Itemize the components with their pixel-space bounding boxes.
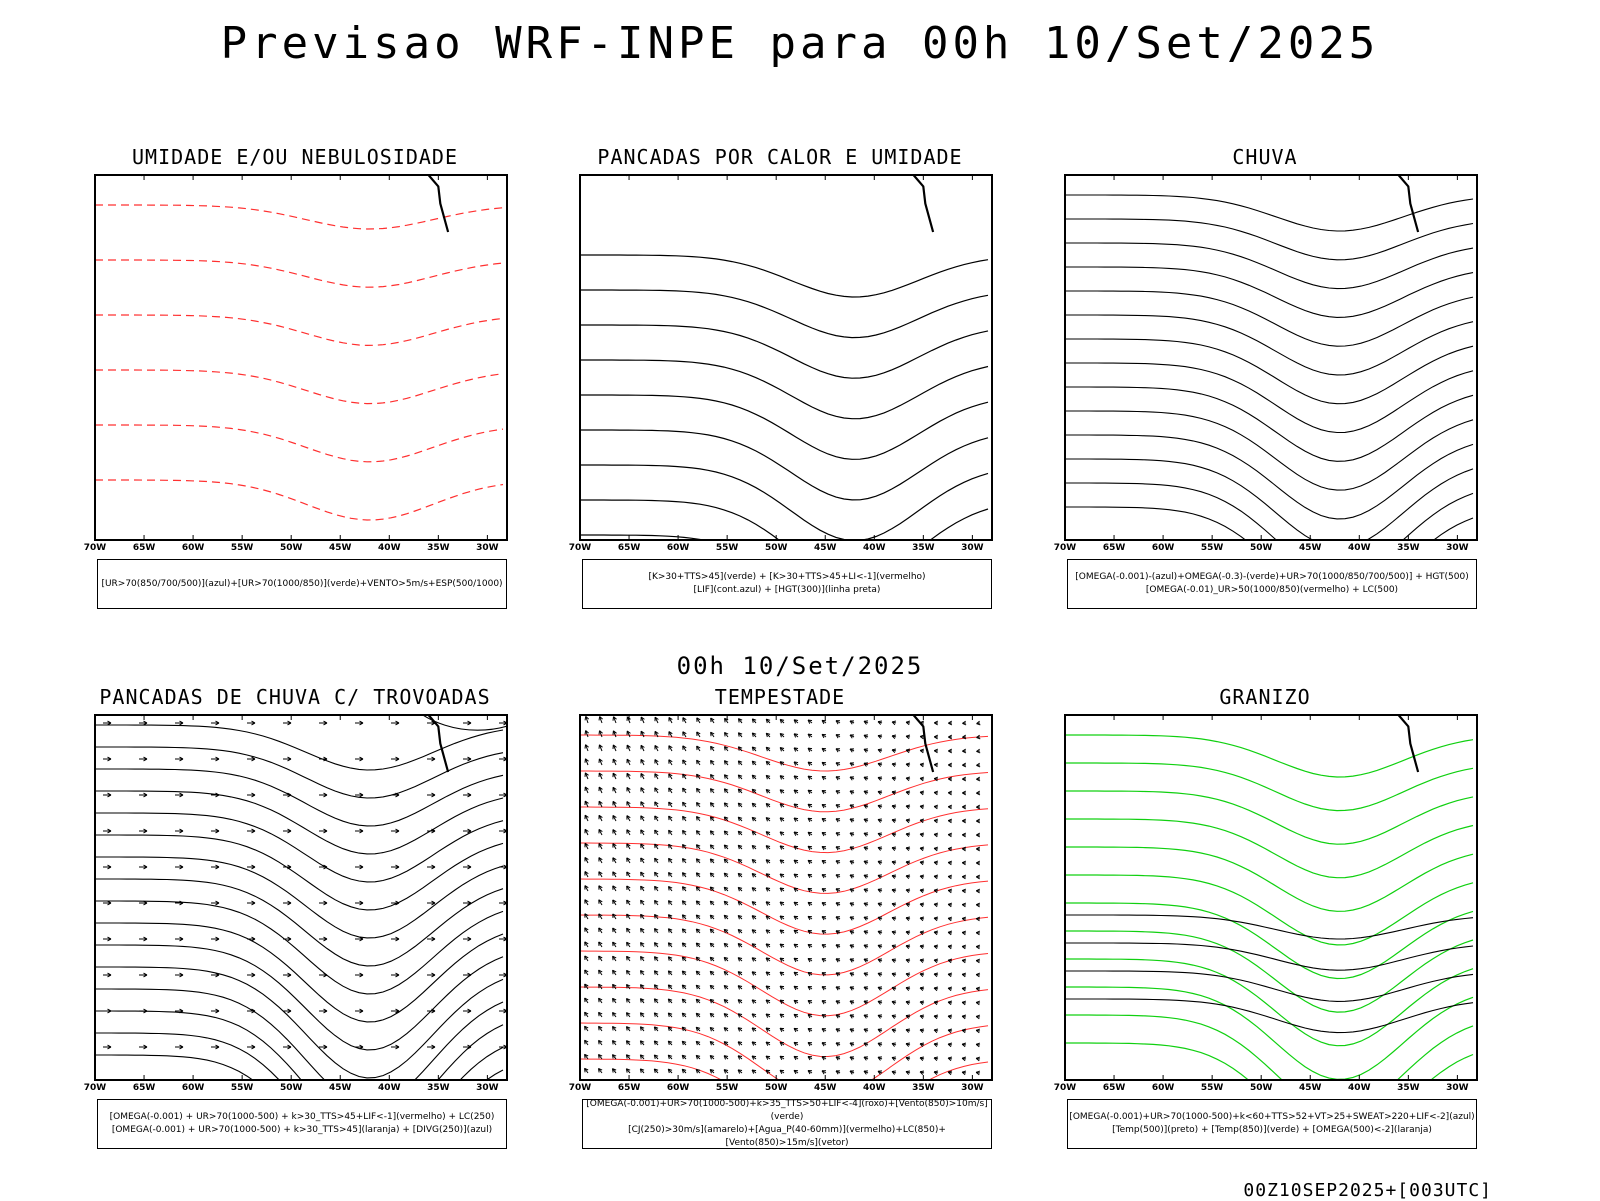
lon-label: 60W [667, 543, 690, 553]
panel-title: UMIDADE E/OU NEBULOSIDADE [70, 145, 520, 169]
lon-label: 60W [1152, 543, 1175, 553]
lon-label: 35W [1397, 1083, 1420, 1093]
lon-label: 55W [1201, 1083, 1224, 1093]
legend-caption-line: [UR>70(850/700/500)](azul)+[UR>70(1000/8… [98, 578, 506, 591]
panel-title: CHUVA [1040, 145, 1490, 169]
lon-label: 50W [280, 1083, 303, 1093]
panel-tempestade: TEMPESTADE12S15S18S21S24S27S30S33S36S39S… [555, 685, 1055, 1165]
lon-label: 50W [765, 1083, 788, 1093]
legend-caption-line: [OMEGA(-0.001) + UR>70(1000-500) + k>30_… [98, 1111, 506, 1124]
lon-label: 60W [1152, 1083, 1175, 1093]
lon-label: 45W [329, 1083, 352, 1093]
lon-label: 35W [427, 1083, 450, 1093]
panel-title: TEMPESTADE [555, 685, 1005, 709]
lon-label: 40W [378, 543, 401, 553]
lon-label: 55W [716, 1083, 739, 1093]
lon-label: 60W [182, 1083, 205, 1093]
legend-caption-line: [LIF](cont.azul) + [HGT(300)](linha pret… [583, 584, 991, 597]
lon-label: 40W [378, 1083, 401, 1093]
lon-label: 70W [569, 543, 592, 553]
lon-label: 70W [1054, 1083, 1077, 1093]
lon-label: 45W [1299, 1083, 1322, 1093]
lon-label: 35W [912, 543, 935, 553]
map-background [95, 175, 507, 540]
lon-label: 45W [814, 1083, 837, 1093]
map-svg: 12S15S18S21S24S27S30S33S36S39S42S70W65W6… [70, 713, 520, 1098]
legend-caption: [K>30+TTS>45](verde) + [K>30+TTS>45+LI<-… [582, 559, 992, 609]
lon-label: 50W [1250, 543, 1273, 553]
panel-chuva: CHUVA 58858257657056455855257657056412S15… [1040, 145, 1540, 625]
lon-label: 65W [618, 543, 641, 553]
lon-label: 30W [961, 1083, 984, 1093]
lon-label: 70W [84, 543, 107, 553]
lon-label: 70W [569, 1083, 592, 1093]
lon-label: 45W [329, 543, 352, 553]
map-svg: -18-18-21-18-1212S15S18S21S24S27S30S33S3… [1040, 713, 1490, 1098]
lon-label: 40W [1348, 1083, 1371, 1093]
lon-label: 65W [1103, 543, 1126, 553]
map-background [580, 175, 992, 540]
map-background [580, 715, 992, 1080]
legend-caption: [UR>70(850/700/500)](azul)+[UR>70(1000/8… [97, 559, 507, 609]
lon-label: 45W [1299, 543, 1322, 553]
lon-label: 55W [231, 1083, 254, 1093]
legend-caption-line: [Temp(500)](preto) + [Temp(850)](verde) … [1068, 1124, 1476, 1137]
lon-label: 60W [667, 1083, 690, 1093]
lon-label: 65W [133, 543, 156, 553]
lon-label: 30W [1446, 543, 1469, 553]
panel-umidade: UMIDADE E/OU NEBULOSIDADE 101610201016102… [70, 145, 570, 625]
panel-title: GRANIZO [1040, 685, 1490, 709]
map-svg: 12S15S18S21S24S27S30S33S36S39S42S70W65W6… [555, 713, 1005, 1098]
lon-label: 35W [912, 1083, 935, 1093]
legend-caption-line: [OMEGA(-0.001)+UR>70(1000-500)+k>35_TTS>… [583, 1098, 991, 1124]
lon-label: 55W [1201, 543, 1224, 553]
lon-label: 30W [1446, 1083, 1469, 1093]
legend-caption: [OMEGA(-0.001) + UR>70(1000-500) + k>30_… [97, 1099, 507, 1149]
lon-label: 65W [1103, 1083, 1126, 1093]
lon-label: 40W [863, 543, 886, 553]
legend-caption: [OMEGA(-0.001)+UR>70(1000-500)+k>35_TTS>… [582, 1099, 992, 1149]
map-background [1065, 715, 1477, 1080]
lon-label: 30W [476, 543, 499, 553]
lon-label: 40W [1348, 543, 1371, 553]
run-id-footer: 00Z10SEP2025+[003UTC] [1243, 1180, 1492, 1201]
lon-label: 55W [231, 543, 254, 553]
legend-caption-line: [K>30+TTS>45](verde) + [K>30+TTS>45+LI<-… [583, 571, 991, 584]
lon-label: 50W [1250, 1083, 1273, 1093]
panel-pancadas-calor: PANCADAS POR CALOR E UMIDADE 960095209440… [555, 145, 1055, 625]
legend-caption: [OMEGA(-0.001)+UR>70(1000-500)+k<60+TTS>… [1067, 1099, 1477, 1149]
legend-caption: [OMEGA(-0.001)-(azul)+OMEGA(-0.3)-(verde… [1067, 559, 1477, 609]
lon-label: 60W [182, 543, 205, 553]
lon-label: 30W [961, 543, 984, 553]
legend-caption-line: [OMEGA(-0.001)+UR>70(1000-500)+k<60+TTS>… [1068, 1111, 1476, 1124]
panel-granizo: GRANIZO -18-18-21-18-1212S15S18S21S24S27S… [1040, 685, 1540, 1165]
lon-label: 70W [84, 1083, 107, 1093]
panel-title: PANCADAS DE CHUVA C/ TROVOADAS [70, 685, 520, 709]
panel-trovoadas: PANCADAS DE CHUVA C/ TROVOADAS12S15S18S2… [70, 685, 570, 1165]
legend-caption-line: [CJ(250)>30m/s](amarelo)+[Agua_P(40-60mm… [583, 1124, 991, 1150]
map-background [1065, 175, 1477, 540]
lon-label: 40W [863, 1083, 886, 1093]
lon-label: 30W [476, 1083, 499, 1093]
map-svg: 1016102010161020101610121008100410009969… [70, 173, 520, 558]
lon-label: 65W [618, 1083, 641, 1093]
lon-label: 35W [1397, 543, 1420, 553]
legend-caption-line: [OMEGA(-0.001)-(azul)+OMEGA(-0.3)-(verde… [1068, 571, 1476, 584]
main-title: Previsao WRF-INPE para 00h 10/Set/2025 [0, 18, 1600, 69]
lon-label: 65W [133, 1083, 156, 1093]
lon-label: 45W [814, 543, 837, 553]
map-svg: 9600952094409360928092009120952094409360… [555, 173, 1005, 558]
legend-caption-line: [OMEGA(-0.01)_UR>50(1000/850)(vermelho) … [1068, 584, 1476, 597]
lon-label: 35W [427, 543, 450, 553]
panel-title: PANCADAS POR CALOR E UMIDADE [555, 145, 1005, 169]
lon-label: 50W [280, 543, 303, 553]
lon-label: 50W [765, 543, 788, 553]
valid-time-title: 00h 10/Set/2025 [0, 652, 1600, 680]
legend-caption-line: [OMEGA(-0.001) + UR>70(1000-500) + k>30_… [98, 1124, 506, 1137]
lon-label: 55W [716, 543, 739, 553]
lon-label: 70W [1054, 543, 1077, 553]
map-svg: 58858257657056455855257657056412S15S18S2… [1040, 173, 1490, 558]
